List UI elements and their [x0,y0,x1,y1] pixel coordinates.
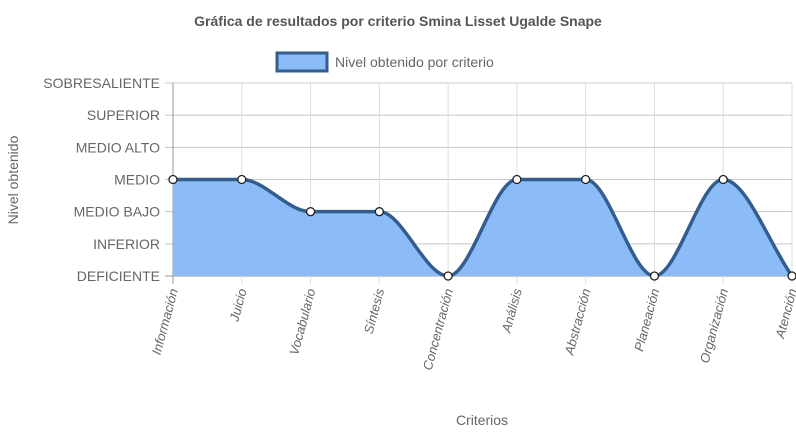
x-tick-label: Vocabulario [286,287,318,357]
x-tick-label: Abstracción [561,287,593,357]
x-tick-label: Juicio [226,287,249,324]
legend-swatch [275,51,329,73]
data-point[interactable] [168,174,178,185]
y-axis-ticks: DEFICIENTE INFERIOR MEDIO BAJO MEDIO MEDIO A… [43,75,160,284]
y-tick-label: SUPERIOR [87,107,160,123]
data-point[interactable] [718,174,728,185]
series-line [173,177,794,278]
data-point[interactable] [512,174,522,185]
legend[interactable]: Nivel obtenido por criterio [275,51,494,73]
x-axis-label: Criterios [456,412,508,428]
data-point[interactable] [649,271,660,281]
y-tick-label: MEDIO BAJO [74,204,160,220]
y-tick-label: MEDIO [114,172,160,188]
data-point[interactable] [374,207,384,217]
data-point[interactable] [237,174,247,185]
y-tick-label: SOBRESALIENTE [43,75,160,91]
x-tick-label: Síntesis [361,286,388,335]
y-axis-label: Nivel obtenido [5,135,21,224]
x-tick-label: Análisis [498,286,524,335]
x-tick-label: Concentración [420,287,456,372]
y-tick-label: INFERIOR [93,236,160,252]
legend-label: Nivel obtenido por criterio [335,54,494,70]
x-tick-label: Organización [697,287,731,365]
data-point[interactable] [581,174,591,185]
chart-title: Gráfica de resultados por criterio Smina… [194,13,602,29]
x-axis-ticks: Información Juicio Vocabulario Síntesis Conc… [149,286,796,371]
data-point[interactable] [305,207,316,217]
data-point[interactable] [787,271,796,281]
x-tick-label: Planeación [631,287,662,353]
data-point[interactable] [443,271,453,281]
data-points [168,174,796,281]
y-tick-label: DEFICIENTE [77,268,160,284]
y-tick-label: MEDIO ALTO [76,139,160,155]
x-tick-label: Información [149,287,181,356]
x-tick-label: Atención [772,287,796,341]
